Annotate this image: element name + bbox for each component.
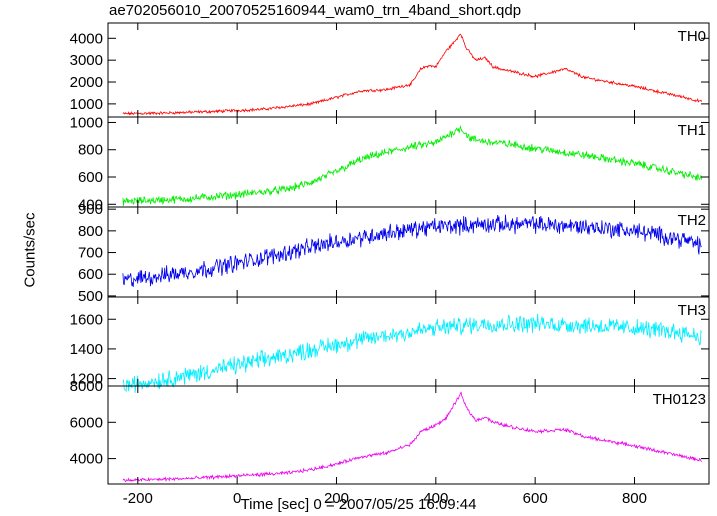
y-tick-label: 4000 xyxy=(70,451,103,468)
y-tick-label: 1000 xyxy=(70,114,103,131)
y-tick-label: 4000 xyxy=(70,30,103,47)
x-axis: -200 0 200 400 600 800 xyxy=(123,490,647,507)
y-tick-label: 8000 xyxy=(70,378,103,395)
y-tick-label: 400 xyxy=(78,196,103,213)
panel-label-th1: TH1 xyxy=(678,122,706,139)
y-tick-label: 600 xyxy=(78,266,103,283)
y-tick-label: 1600 xyxy=(70,311,103,328)
y-tick-label: 1000 xyxy=(70,96,103,113)
panel-label-th2: TH2 xyxy=(678,212,706,229)
x-axis-label: Time [sec] 0 = 2007/05/25 16:09:44 xyxy=(240,496,477,513)
y-tick-label: 2000 xyxy=(70,74,103,91)
panel-frame xyxy=(107,385,710,485)
y-tick-label: 1400 xyxy=(70,341,103,358)
series-line-th3 xyxy=(122,313,702,393)
chart-title: ae702056010_20070525160944_wam0_trn_4ban… xyxy=(109,2,522,19)
x-tick-label: 600 xyxy=(523,490,548,507)
x-tick-label: 400 xyxy=(423,490,448,507)
panel-frame xyxy=(107,206,710,298)
panel-th0123: 4000 6000 8000 TH0123 xyxy=(70,378,710,485)
x-tick-label: -200 xyxy=(123,490,153,507)
y-tick-label: 600 xyxy=(78,169,103,186)
y-tick-label: 900 xyxy=(78,201,103,218)
x-tick-label: 0 xyxy=(233,490,241,507)
x-tick-label: 200 xyxy=(324,490,349,507)
panel-th3: 1200 1400 1600 TH3 xyxy=(70,296,710,393)
panel-frame xyxy=(107,116,710,208)
panel-th2: 500 600 700 800 900 TH2 xyxy=(78,201,710,305)
y-tick-label: 6000 xyxy=(70,414,103,431)
panels-group: 1000 2000 3000 4000 TH0 400 600 800 1000 TH1 500 60… xyxy=(70,22,710,485)
y-tick-label: 500 xyxy=(78,288,103,305)
series-line-th1 xyxy=(122,124,702,206)
y-tick-label: 1200 xyxy=(70,371,103,388)
y-tick-label: 700 xyxy=(78,245,103,262)
panel-label-th3: TH3 xyxy=(678,302,706,319)
series-line-th0 xyxy=(122,33,702,116)
panel-label-th0123: TH0123 xyxy=(653,391,706,408)
y-tick-label: 3000 xyxy=(70,52,103,69)
x-tick-label: 800 xyxy=(622,490,647,507)
series-line-th0123 xyxy=(122,391,702,483)
y-tick-label: 800 xyxy=(78,223,103,240)
series-line-th2 xyxy=(122,214,702,288)
panel-label-th0: TH0 xyxy=(678,28,706,45)
panel-th0: 1000 2000 3000 4000 TH0 xyxy=(70,22,710,118)
panel-th1: 400 600 800 1000 TH1 xyxy=(70,114,710,213)
panel-frame xyxy=(107,22,710,118)
y-tick-label: 800 xyxy=(78,142,103,159)
